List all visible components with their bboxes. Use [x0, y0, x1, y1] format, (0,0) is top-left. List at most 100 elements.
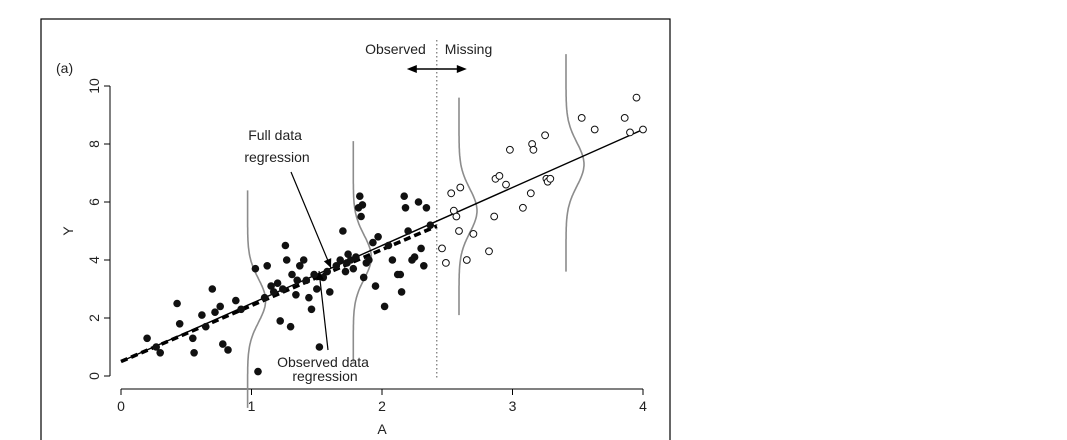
full-regression-annotation: Full data regression: [244, 127, 309, 165]
observed-point: [356, 192, 364, 200]
missing-point: [447, 189, 456, 198]
missing-region-label: Missing: [445, 41, 492, 57]
missing-point: [577, 114, 586, 122]
missing-point: [485, 247, 493, 256]
missing-point: [590, 125, 599, 134]
observed-point: [175, 320, 184, 328]
observed-point: [357, 212, 365, 221]
missing-point: [442, 259, 450, 267]
observed-point: [208, 285, 217, 293]
region-arrow-right-head: [456, 65, 467, 73]
observed-point: [404, 227, 412, 235]
missing-point: [456, 183, 465, 192]
observed-point: [288, 270, 296, 279]
observed-point: [352, 253, 360, 261]
annotation-arrows: [290, 171, 332, 351]
observed-point: [332, 262, 341, 270]
observed-point: [359, 273, 368, 282]
missing-point: [546, 174, 555, 183]
observed-point: [189, 334, 197, 343]
observed-point: [251, 264, 260, 273]
y-tick-label: 2: [86, 314, 102, 322]
observed-regression-annotation: Observed data regression: [277, 354, 373, 384]
observed-point: [336, 256, 345, 264]
regression-lines: [120, 128, 644, 364]
x-tick-label: 2: [378, 398, 386, 414]
observed-point: [365, 256, 373, 264]
observed-point: [269, 288, 278, 296]
missing-point: [455, 227, 463, 235]
full-regression-line: [120, 128, 644, 363]
observed-annotation-line-1: Observed data: [277, 354, 369, 370]
observed-annotation-arrow-shaft: [318, 270, 329, 351]
observed-point: [401, 204, 410, 212]
observed-point: [344, 250, 352, 258]
observed-point: [339, 227, 347, 235]
observed-region-label: Observed: [365, 41, 426, 57]
y-tick-label: 6: [86, 198, 102, 206]
observed-regression-line: [120, 224, 438, 364]
observed-point: [263, 262, 272, 270]
observed-point: [299, 256, 308, 264]
observed-annotation-arrow-head: [316, 271, 324, 281]
observed-point: [414, 198, 423, 206]
observed-point: [388, 256, 397, 264]
missing-point: [469, 230, 478, 238]
missing-point: [526, 189, 535, 198]
observed-point: [410, 253, 419, 261]
observed-point: [371, 282, 380, 290]
missing-point: [438, 244, 446, 253]
observed-point: [254, 367, 262, 376]
observed-point: [202, 322, 210, 331]
data-points: [143, 93, 647, 376]
figure-frame: [40, 18, 671, 440]
observed-point: [369, 238, 377, 247]
observed-point: [420, 262, 428, 270]
observed-point: [156, 349, 164, 357]
observed-point: [273, 279, 282, 288]
density-curve: [458, 97, 478, 316]
missing-point: [502, 180, 510, 189]
observed-point: [190, 349, 198, 357]
y-axis: 0 2 4 6 8 10: [86, 78, 111, 380]
observed-point: [397, 288, 406, 296]
observed-point: [358, 201, 367, 209]
missing-point: [541, 131, 549, 140]
observed-point: [302, 276, 311, 285]
panel-label: (a): [56, 60, 73, 76]
x-axis: 0 1 2 3 4: [117, 388, 647, 414]
observed-point: [380, 302, 389, 311]
observed-annotation-line-2: regression: [292, 368, 357, 384]
observed-point: [326, 288, 334, 296]
missing-point: [519, 203, 527, 212]
observed-point: [374, 233, 382, 241]
missing-point: [639, 125, 647, 134]
observed-point: [211, 308, 219, 317]
y-tick-label: 4: [86, 256, 102, 264]
x-axis-label: A: [377, 421, 387, 437]
observed-point: [396, 270, 405, 279]
observed-point: [417, 244, 425, 253]
density-curve: [352, 141, 373, 362]
observed-point: [279, 285, 287, 293]
observed-point: [313, 285, 321, 293]
observed-point: [323, 267, 332, 276]
observed-point: [267, 282, 275, 290]
y-tick-label: 8: [86, 140, 102, 148]
y-tick-label: 0: [86, 372, 102, 380]
observed-point: [152, 343, 160, 351]
observed-point: [400, 192, 409, 200]
observed-point: [216, 302, 224, 311]
x-tick-label: 3: [509, 398, 517, 414]
observed-point: [276, 317, 285, 325]
density-curve: [565, 54, 585, 272]
full-annotation-line-2: regression: [244, 149, 309, 165]
observed-point: [310, 270, 318, 279]
observed-point: [282, 256, 291, 264]
full-annotation-arrow-head: [323, 258, 332, 268]
missing-point: [620, 114, 629, 122]
missing-point: [495, 172, 504, 180]
observed-point: [305, 293, 313, 302]
x-tick-label: 1: [248, 398, 256, 414]
